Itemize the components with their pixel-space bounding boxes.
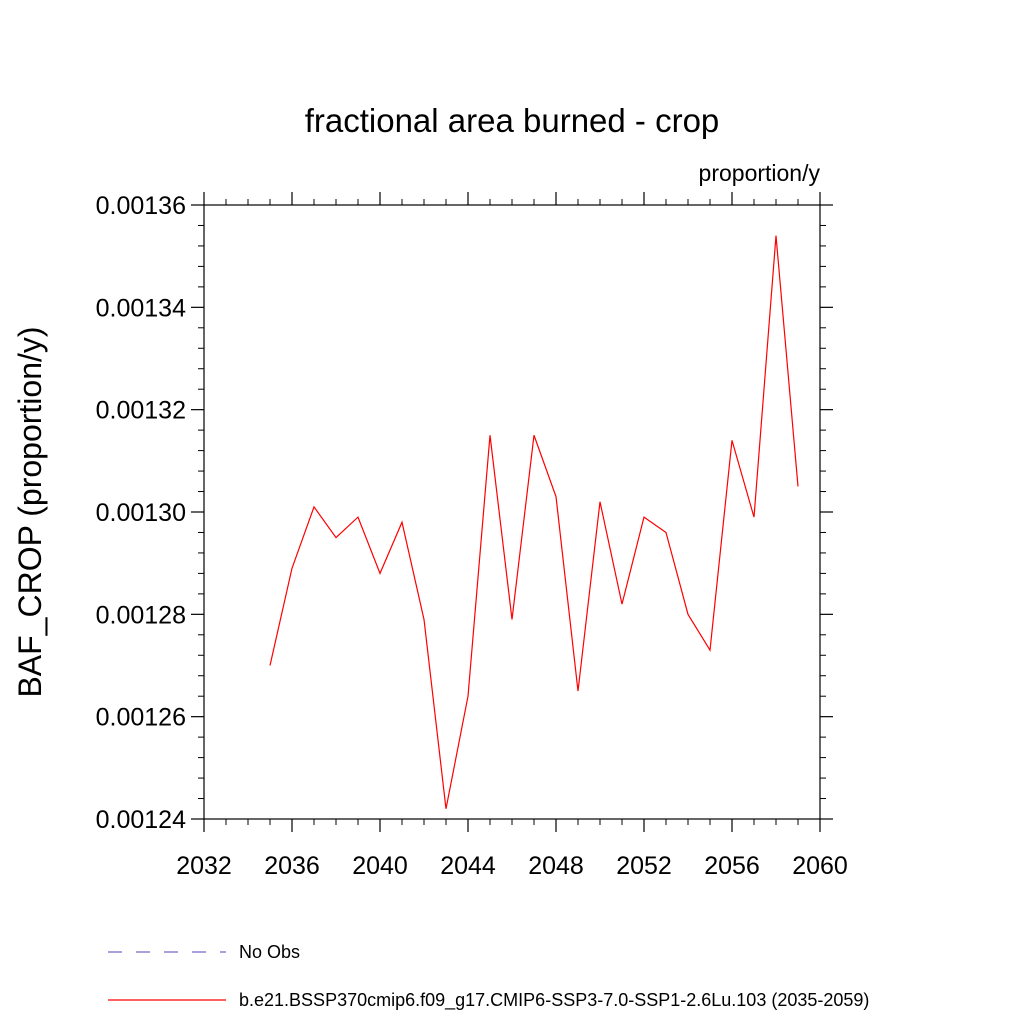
x-tick-label: 2048 — [528, 852, 584, 880]
legend-label-1: b.e21.BSSP370cmip6.f09_g17.CMIP6-SSP3-7.… — [239, 990, 869, 1011]
y-tick-label: 0.00136 — [96, 192, 186, 220]
x-axis: 2032 2036 2040 2044 2048 2052 2056 2060 — [176, 192, 848, 880]
x-tick-label: 2052 — [616, 852, 672, 880]
x-tick-label: 2056 — [704, 852, 760, 880]
y-tick-label: 0.00130 — [96, 499, 186, 527]
x-tick-label: 2044 — [440, 852, 496, 880]
y-axis-title: BAF_CROP (proportion/y) — [12, 326, 48, 697]
y-tick-label: 0.00134 — [96, 294, 186, 322]
y-tick-label: 0.00132 — [96, 397, 186, 425]
y-tick-label: 0.00128 — [96, 601, 186, 629]
y-tick-label: 0.00126 — [96, 704, 186, 732]
x-tick-label: 2060 — [792, 852, 848, 880]
units-label: proportion/y — [699, 160, 821, 186]
plot-frame — [203, 204, 821, 820]
legend-label-0: No Obs — [239, 942, 300, 962]
y-axis: 0.00124 0.00126 0.00128 0.00130 0.00132 0.001… — [96, 192, 833, 834]
series-layer — [269, 235, 799, 809]
chart-title: fractional area burned - crop — [305, 102, 720, 139]
x-tick-label: 2036 — [264, 852, 320, 880]
series-line-1 — [269, 235, 799, 809]
x-tick-label: 2032 — [176, 852, 232, 880]
x-tick-label: 2040 — [352, 852, 408, 880]
y-tick-label: 0.00124 — [96, 806, 186, 834]
legend: No Obs b.e21.BSSP370cmip6.f09_g17.CMIP6-S… — [108, 942, 869, 1011]
